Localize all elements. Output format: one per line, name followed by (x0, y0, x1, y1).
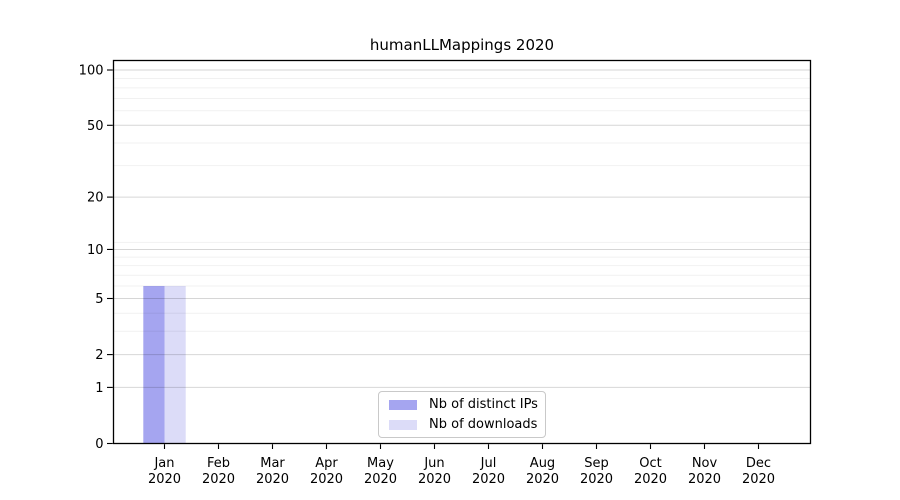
y-tick-label: 50 (87, 119, 104, 134)
x-tick-label-month: Dec (746, 456, 771, 471)
x-tick-label-year: 2020 (742, 472, 775, 487)
y-tick-label: 20 (87, 191, 104, 206)
x-tick-label-year: 2020 (202, 472, 235, 487)
legend-item-distinct-ips: Nb of distinct IPs (389, 397, 545, 412)
bar-jan-series1 (164, 286, 186, 444)
plot-border (112, 59, 812, 445)
y-tick-label: 2 (95, 348, 103, 363)
x-tick-label-month: Feb (207, 456, 230, 471)
x-tick-label-month: Apr (315, 456, 338, 471)
x-tick-label-month: Jul (480, 456, 497, 471)
x-tick-label-year: 2020 (526, 472, 559, 487)
x-tick-label-year: 2020 (418, 472, 451, 487)
x-tick-label-month: Jan (153, 456, 174, 471)
y-tick-label: 10 (87, 243, 104, 258)
x-tick-label-month: Sep (584, 456, 609, 471)
legend-swatch-distinct-ips-icon (389, 399, 417, 410)
x-tick-label-month: Jun (423, 456, 444, 471)
y-tick-label: 5 (95, 292, 103, 307)
y-tick-label: 1 (95, 381, 103, 396)
x-tick-label-year: 2020 (634, 472, 667, 487)
x-tick-label-year: 2020 (364, 472, 397, 487)
y-tick-label: 100 (79, 64, 104, 79)
chart-title: humanLLMappings 2020 (369, 36, 555, 54)
x-tick-label-year: 2020 (148, 472, 181, 487)
legend-label-downloads: Nb of downloads (429, 417, 538, 432)
x-tick-label-month: Oct (639, 456, 661, 471)
x-tick-label-month: May (367, 456, 394, 471)
x-tick-label-year: 2020 (688, 472, 721, 487)
x-tick-label-month: Nov (692, 456, 718, 471)
x-tick-label-year: 2020 (580, 472, 613, 487)
legend-label-distinct-ips: Nb of distinct IPs (429, 397, 538, 412)
legend-item-downloads: Nb of downloads (389, 417, 545, 432)
x-tick-label-year: 2020 (472, 472, 505, 487)
bar-jan-series0 (143, 286, 165, 444)
x-tick-label-month: Mar (260, 456, 285, 471)
legend-swatch-downloads-icon (389, 419, 417, 430)
x-tick-label-year: 2020 (310, 472, 343, 487)
x-tick-label-year: 2020 (256, 472, 289, 487)
y-tick-label: 0 (95, 437, 103, 452)
legend: Nb of distinct IPs Nb of downloads (378, 391, 546, 438)
x-tick-label-month: Aug (530, 456, 555, 471)
